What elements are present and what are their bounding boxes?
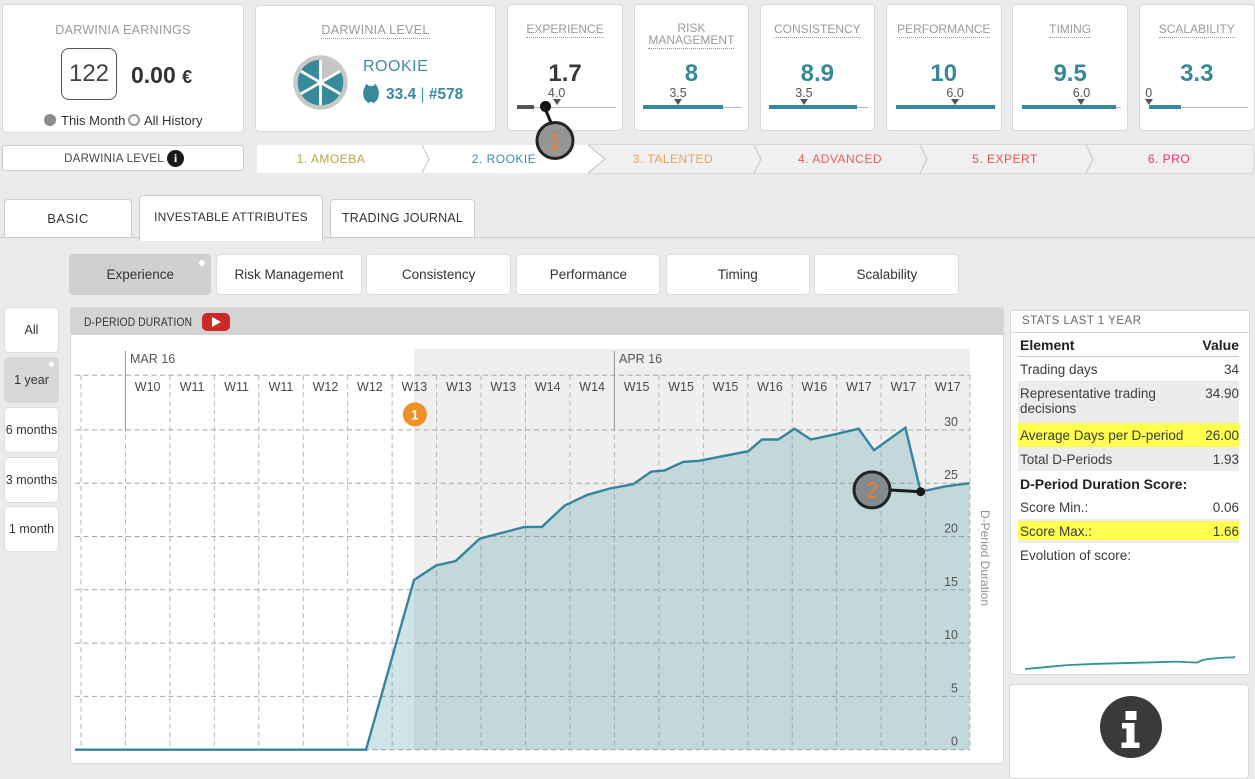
- svg-text:W14: W14: [535, 380, 561, 394]
- svg-text:25: 25: [944, 468, 958, 482]
- svg-text:W14: W14: [579, 380, 605, 394]
- svg-text:6. PRO: 6. PRO: [1148, 152, 1190, 166]
- svg-text:W13: W13: [401, 380, 427, 394]
- svg-text:W10: W10: [135, 380, 161, 394]
- svg-text:2: 2: [866, 477, 879, 503]
- svg-text:W15: W15: [668, 380, 694, 394]
- svg-text:MAR 16: MAR 16: [130, 352, 175, 366]
- svg-text:1: 1: [411, 407, 419, 422]
- svg-text:4. ADVANCED: 4. ADVANCED: [798, 152, 882, 166]
- svg-text:W13: W13: [490, 380, 516, 394]
- svg-text:30: 30: [944, 415, 958, 429]
- svg-text:W17: W17: [890, 380, 916, 394]
- svg-text:W12: W12: [357, 380, 383, 394]
- svg-text:1: 1: [549, 128, 562, 154]
- svg-text:W15: W15: [713, 380, 739, 394]
- svg-text:W12: W12: [313, 380, 339, 394]
- svg-text:5. EXPERT: 5. EXPERT: [972, 152, 1038, 166]
- svg-text:W11: W11: [180, 380, 205, 394]
- svg-text:W11: W11: [269, 380, 294, 394]
- svg-text:20: 20: [944, 522, 958, 536]
- svg-text:10: 10: [944, 628, 958, 642]
- svg-text:APR 16: APR 16: [619, 352, 662, 366]
- svg-text:0: 0: [951, 735, 958, 749]
- svg-text:W13: W13: [446, 380, 472, 394]
- svg-text:3. TALENTED: 3. TALENTED: [633, 152, 713, 166]
- svg-text:D-Period Duration: D-Period Duration: [978, 510, 992, 606]
- svg-text:15: 15: [944, 575, 958, 589]
- svg-text:W16: W16: [802, 380, 828, 394]
- svg-text:W17: W17: [935, 380, 961, 394]
- svg-text:5: 5: [951, 681, 958, 695]
- svg-text:2. ROOKIE: 2. ROOKIE: [472, 152, 537, 166]
- svg-text:1. AMOEBA: 1. AMOEBA: [297, 152, 366, 166]
- svg-text:W11: W11: [224, 380, 249, 394]
- svg-text:W17: W17: [846, 380, 872, 394]
- svg-text:W16: W16: [757, 380, 783, 394]
- svg-text:W15: W15: [624, 380, 650, 394]
